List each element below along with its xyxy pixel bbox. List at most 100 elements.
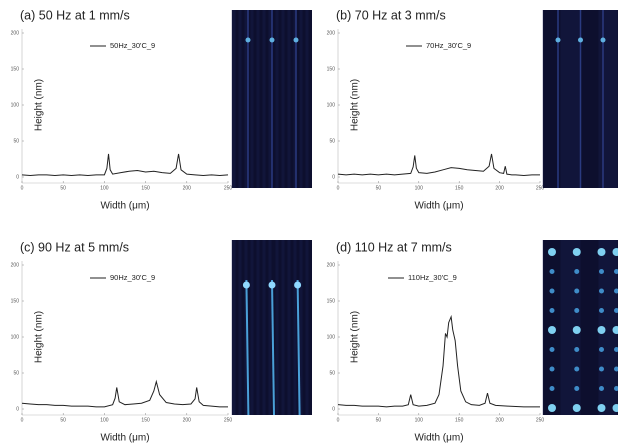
y-tick-label: 200 (11, 30, 20, 36)
chart-title: (b) 70 Hz at 3 mm/s (336, 8, 446, 22)
micrograph-dot (599, 288, 604, 294)
x-tick-label: 50 (60, 417, 66, 423)
x-tick-label: 200 (495, 185, 504, 191)
micrograph-dot (549, 347, 555, 352)
micrograph-dot (599, 347, 604, 352)
micrograph-dot (612, 326, 618, 334)
x-tick-label: 100 (100, 185, 109, 191)
micrograph-dot (574, 288, 580, 294)
x-axis-label: Width (μm) (100, 201, 149, 212)
x-tick-label: 100 (415, 185, 424, 191)
micrograph-dot (245, 37, 251, 43)
x-tick-label: 0 (21, 417, 24, 423)
micrograph-dot (574, 347, 580, 352)
y-tick-label: 0 (16, 406, 19, 412)
micrograph-dot (614, 347, 618, 352)
y-axis-label: Height (nm) (34, 311, 45, 363)
micrograph-dot (572, 326, 581, 334)
y-axis-label: Height (nm) (350, 311, 361, 363)
x-tick-label: 100 (100, 417, 109, 423)
micrograph-dot (612, 248, 618, 256)
micrograph-track (296, 279, 301, 416)
micrograph (543, 240, 618, 415)
y-tick-label: 100 (11, 102, 20, 108)
micrograph-dot (599, 366, 604, 372)
x-tick-label: 50 (376, 417, 382, 423)
micrograph-dot (294, 281, 302, 289)
x-tick-label: 0 (337, 185, 340, 191)
y-axis-label: Height (nm) (350, 79, 361, 131)
micrograph-dot (549, 269, 555, 274)
y-tick-label: 150 (11, 66, 20, 72)
micrograph-dot (572, 248, 581, 256)
x-tick-label: 50 (376, 185, 382, 191)
micrograph-dot (578, 37, 583, 43)
micrograph-dot (549, 386, 555, 391)
micrograph-dot (548, 326, 556, 334)
x-tick-label: 250 (224, 417, 233, 423)
chart-title: (c) 90 Hz at 5 mm/s (20, 240, 129, 254)
y-tick-label: 200 (327, 262, 336, 268)
micrograph-dot (549, 366, 555, 372)
x-tick-label: 200 (495, 417, 504, 423)
legend-label: 50Hz_30'C_9 (110, 41, 155, 50)
micrograph-dot (548, 404, 556, 412)
micrograph-dot (268, 281, 276, 289)
y-tick-label: 200 (11, 262, 20, 268)
legend-label: 70Hz_30'C_9 (426, 41, 471, 50)
x-tick-label: 200 (183, 417, 192, 423)
micrograph-dot (242, 281, 250, 289)
micrograph-track (271, 279, 275, 416)
data-line (21, 153, 229, 177)
legend-label: 110Hz_30'C_9 (408, 273, 457, 282)
micrograph-dot (599, 308, 604, 313)
y-tick-label: 100 (327, 334, 336, 340)
micrograph-dot (597, 248, 606, 256)
micrograph-dot (614, 366, 618, 372)
y-tick-label: 50 (329, 370, 335, 376)
y-tick-label: 100 (327, 102, 336, 108)
y-tick-label: 0 (332, 406, 335, 412)
x-tick-label: 100 (415, 417, 424, 423)
y-axis-label: Height (nm) (34, 79, 45, 131)
y-tick-label: 200 (327, 30, 336, 36)
y-tick-label: 150 (327, 66, 336, 72)
x-tick-label: 150 (141, 185, 150, 191)
y-tick-label: 50 (13, 138, 19, 144)
micrograph-dot (574, 269, 580, 274)
micrograph-dot (597, 326, 606, 334)
x-axis-label: Width (μm) (100, 433, 149, 444)
micrograph-dot (549, 308, 555, 313)
micrograph-dot (600, 37, 606, 43)
y-tick-label: 0 (332, 174, 335, 180)
micrograph-dot (574, 386, 580, 391)
micrograph-dot (614, 386, 618, 391)
x-tick-label: 0 (337, 417, 340, 423)
micrograph-dot (599, 269, 604, 274)
micrograph-dot (614, 288, 618, 294)
x-tick-label: 150 (141, 417, 150, 423)
micrograph-dot (597, 404, 606, 412)
y-tick-label: 100 (11, 334, 20, 340)
x-axis-label: Width (μm) (414, 433, 463, 444)
x-tick-label: 200 (183, 185, 192, 191)
x-tick-label: 250 (536, 417, 545, 423)
chart-title: (d) 110 Hz at 7 mm/s (336, 240, 452, 254)
micrograph-dot (614, 308, 618, 313)
x-tick-label: 50 (60, 185, 66, 191)
micrograph-dot (548, 248, 556, 256)
micrograph-dot (572, 404, 581, 412)
micrograph-dot (614, 269, 618, 274)
x-tick-label: 250 (224, 185, 233, 191)
micrograph-dot (549, 288, 555, 294)
micrograph-dot (269, 37, 275, 43)
data-line (21, 379, 228, 408)
x-tick-label: 0 (21, 185, 24, 191)
x-tick-label: 150 (455, 185, 464, 191)
micrograph-track (245, 279, 250, 416)
micrograph-dot (574, 308, 580, 313)
data-line (337, 314, 540, 408)
y-tick-label: 50 (329, 138, 335, 144)
x-axis-label: Width (μm) (414, 201, 463, 212)
